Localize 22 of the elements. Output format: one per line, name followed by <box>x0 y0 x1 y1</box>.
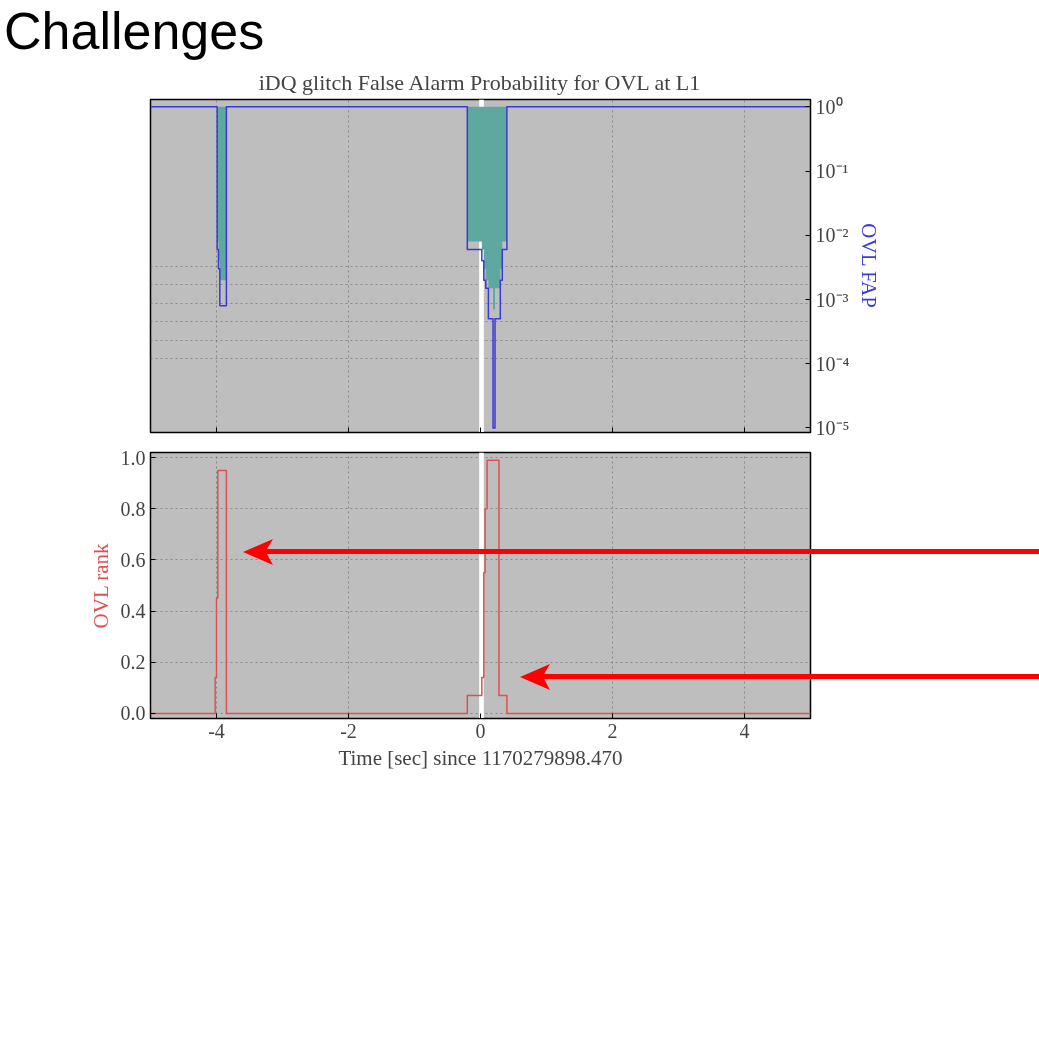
y2-tick-label: 10⁻⁵ <box>815 416 850 439</box>
y2-tick-label: 10⁻¹ <box>815 160 849 183</box>
x-tick-label: -2 <box>340 719 357 742</box>
x-tick-label: 4 <box>739 719 750 742</box>
y2-axis-title: OVL FAP <box>857 223 882 308</box>
y2-tick-label: 10⁻² <box>815 224 849 247</box>
y-axis-title: OVL rank <box>88 542 113 629</box>
y-tick-label: 0.8 <box>120 497 146 520</box>
x-tick-label: 2 <box>607 719 618 742</box>
x-axis-title: Time [sec] since 1170279898.470 <box>338 745 623 770</box>
y2-tick-label: 10⁻³ <box>815 288 849 311</box>
text: Challenges <box>4 2 265 60</box>
chart-title: iDQ glitch False Alarm Probability for OVL at L1 <box>258 69 701 95</box>
y-tick-label: 1.0 <box>120 446 146 469</box>
y2-tick-label: 10⁰ <box>815 95 843 118</box>
x-tick-label: 0 <box>475 719 486 742</box>
x-tick-label: -4 <box>208 719 225 742</box>
y-tick-label: 0.4 <box>120 600 146 623</box>
y-tick-label: 0.6 <box>120 548 146 571</box>
y-tick-label: 0.0 <box>120 702 146 725</box>
y2-tick-label: 10⁻⁴ <box>815 352 850 375</box>
y-tick-label: 0.2 <box>120 651 146 674</box>
